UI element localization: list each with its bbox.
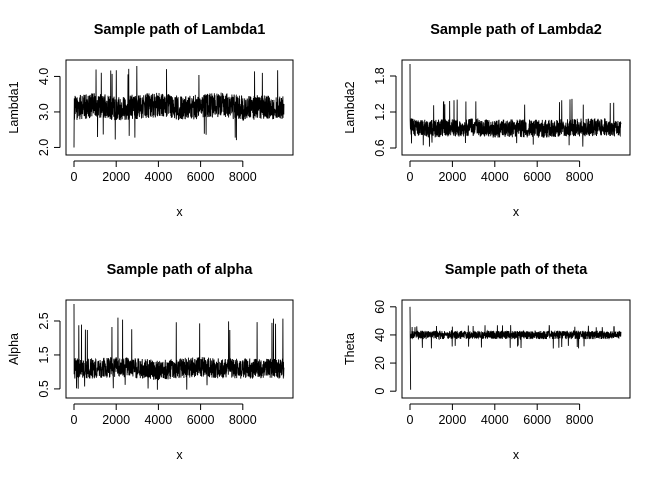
- y-axis-label: Lambda2: [343, 81, 357, 133]
- y-axis-label: Alpha: [7, 333, 21, 365]
- x-axis-label: x: [176, 448, 183, 462]
- y-tick-label: 20: [373, 356, 387, 370]
- x-tick-label: 2000: [102, 413, 130, 427]
- y-tick-label: 40: [373, 328, 387, 342]
- y-tick-label: 1.8: [373, 67, 387, 84]
- x-tick-label: 2000: [102, 170, 130, 184]
- x-axis-label: x: [176, 205, 183, 219]
- chart-panel-1: Sample path of Lambda1 x Lambda1 0 2000 4000 6…: [7, 22, 294, 219]
- y-axis-label: Lambda1: [7, 81, 21, 133]
- series-trace: [409, 63, 622, 147]
- y-tick-label: 60: [373, 300, 387, 314]
- x-axis-label: x: [513, 448, 520, 462]
- series-trace: [409, 306, 622, 390]
- plot-frame: [65, 59, 294, 156]
- x-tick-label: 6000: [523, 413, 551, 427]
- plot-frame: [65, 299, 294, 399]
- chart-title: Sample path of alpha: [107, 262, 254, 278]
- y-axis-label: Theta: [343, 333, 357, 365]
- x-tick-label: 8000: [566, 413, 594, 427]
- y-tick-label: 1.5: [37, 346, 51, 363]
- x-tick-label: 4000: [144, 413, 172, 427]
- plot-frame: [401, 59, 631, 156]
- x-tick-label: 0: [71, 413, 78, 427]
- y-tick-label: 2.0: [37, 139, 51, 156]
- series-trace: [73, 303, 285, 390]
- x-tick-label: 8000: [566, 170, 594, 184]
- x-tick-label: 6000: [523, 170, 551, 184]
- y-tick-label: 0.6: [373, 139, 387, 156]
- chart-panel-2: Sample path of Lambda2 x Lambda2 0 2000 4000 6…: [343, 22, 631, 219]
- x-tick-label: 6000: [187, 413, 215, 427]
- y-tick-label: 1.2: [373, 103, 387, 120]
- y-tick-label: 2.5: [37, 312, 51, 329]
- x-tick-label: 4000: [144, 170, 172, 184]
- x-tick-label: 6000: [187, 170, 215, 184]
- x-tick-label: 0: [71, 170, 78, 184]
- chart-title: Sample path of Lambda2: [430, 22, 602, 38]
- y-tick-label: 4.0: [37, 68, 51, 85]
- x-tick-label: 2000: [438, 170, 466, 184]
- y-tick-label: 0.5: [37, 380, 51, 397]
- x-tick-label: 8000: [229, 413, 257, 427]
- x-tick-label: 0: [407, 413, 414, 427]
- x-tick-label: 4000: [481, 170, 509, 184]
- x-tick-label: 2000: [438, 413, 466, 427]
- chart-title: Sample path of theta: [445, 262, 589, 278]
- x-tick-label: 8000: [229, 170, 257, 184]
- x-tick-label: 4000: [481, 413, 509, 427]
- plot-frame: [401, 299, 631, 399]
- x-tick-label: 0: [407, 170, 414, 184]
- series-trace: [73, 66, 285, 148]
- chart-title: Sample path of Lambda1: [94, 22, 266, 38]
- x-axis-label: x: [513, 205, 520, 219]
- y-tick-label: 0: [373, 388, 387, 395]
- chart-panel-4: Sample path of theta x Theta 0 2000 4000 6000 8…: [343, 262, 631, 462]
- y-tick-label: 3.0: [37, 103, 51, 120]
- chart-panel-3: Sample path of alpha x Alpha 0 2000 4000 6000 8…: [7, 262, 294, 462]
